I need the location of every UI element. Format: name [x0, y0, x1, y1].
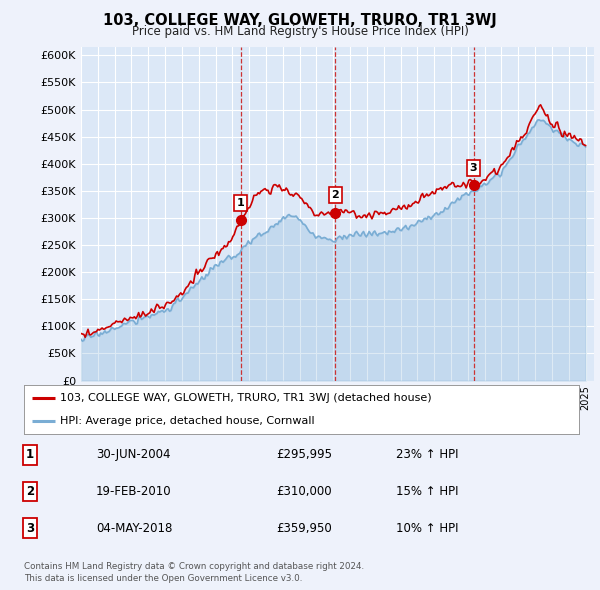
- Text: £310,000: £310,000: [276, 485, 332, 498]
- Text: Contains HM Land Registry data © Crown copyright and database right 2024.
This d: Contains HM Land Registry data © Crown c…: [24, 562, 364, 583]
- Text: 19-FEB-2010: 19-FEB-2010: [96, 485, 172, 498]
- Text: 1: 1: [237, 198, 245, 208]
- Text: £359,950: £359,950: [276, 522, 332, 535]
- Text: 1: 1: [26, 448, 34, 461]
- Text: 10% ↑ HPI: 10% ↑ HPI: [396, 522, 458, 535]
- Text: 15% ↑ HPI: 15% ↑ HPI: [396, 485, 458, 498]
- Text: 04-MAY-2018: 04-MAY-2018: [96, 522, 172, 535]
- Text: 3: 3: [470, 163, 478, 173]
- Text: 103, COLLEGE WAY, GLOWETH, TRURO, TR1 3WJ (detached house): 103, COLLEGE WAY, GLOWETH, TRURO, TR1 3W…: [60, 394, 432, 404]
- Text: 30-JUN-2004: 30-JUN-2004: [96, 448, 170, 461]
- Text: 3: 3: [26, 522, 34, 535]
- Text: Price paid vs. HM Land Registry's House Price Index (HPI): Price paid vs. HM Land Registry's House …: [131, 25, 469, 38]
- Text: HPI: Average price, detached house, Cornwall: HPI: Average price, detached house, Corn…: [60, 415, 314, 425]
- Text: £295,995: £295,995: [276, 448, 332, 461]
- Text: 2: 2: [26, 485, 34, 498]
- Text: 23% ↑ HPI: 23% ↑ HPI: [396, 448, 458, 461]
- Text: 103, COLLEGE WAY, GLOWETH, TRURO, TR1 3WJ: 103, COLLEGE WAY, GLOWETH, TRURO, TR1 3W…: [103, 13, 497, 28]
- Text: 2: 2: [331, 190, 339, 200]
